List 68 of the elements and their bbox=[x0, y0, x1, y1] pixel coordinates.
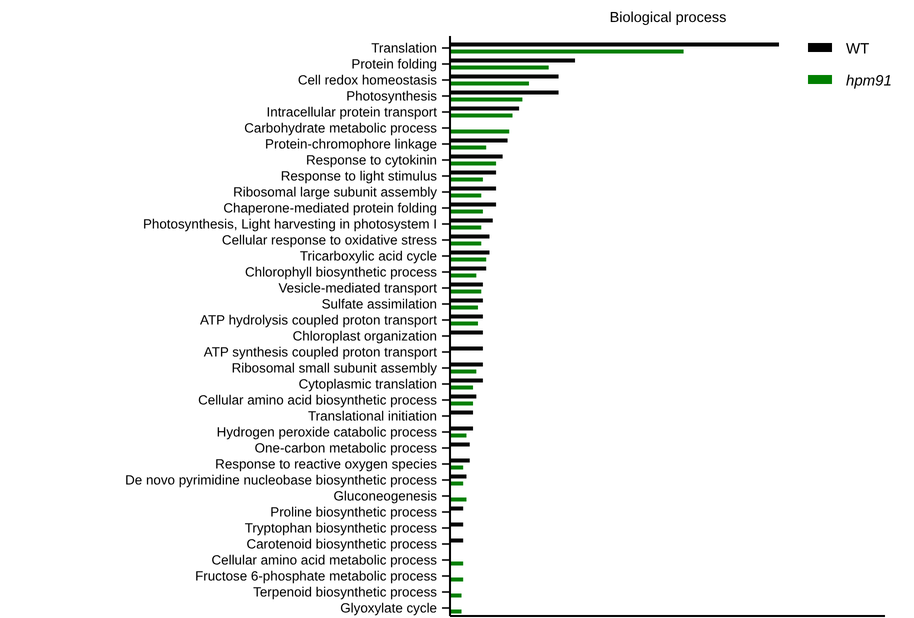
y-tick-label: Cellular amino acid metabolic process bbox=[211, 552, 438, 568]
bar bbox=[450, 274, 476, 278]
bar bbox=[450, 498, 466, 502]
y-tick-label: Carbohydrate metabolic process bbox=[244, 120, 438, 136]
bar bbox=[450, 322, 478, 326]
bar bbox=[450, 226, 482, 230]
y-tick-label: Cell redox homeostasis bbox=[298, 72, 438, 88]
y-tick-label: ATP hydrolysis coupled proton transport bbox=[200, 312, 438, 328]
legend-label: hpm91 bbox=[846, 72, 892, 90]
bar bbox=[450, 242, 482, 246]
chart-title: Biological process bbox=[610, 10, 726, 26]
bar bbox=[450, 114, 513, 118]
bar bbox=[450, 290, 482, 294]
y-tick-label: Chlorophyll biosynthetic process bbox=[244, 264, 438, 280]
y-tick-label: Ribosomal small subunit assembly bbox=[232, 360, 438, 376]
y-tick-label: Gluconeogenesis bbox=[334, 488, 438, 504]
y-tick-label: Chloroplast organization bbox=[292, 328, 437, 344]
y-tick-label: ATP synthesis coupled proton transport bbox=[204, 344, 438, 360]
y-tick-label: Protein folding bbox=[351, 56, 437, 72]
y-tick-label: Photosynthesis, Light harvesting in photosystem I bbox=[142, 216, 437, 232]
y-tick-label: Response to cytokinin bbox=[306, 152, 437, 168]
bar bbox=[450, 66, 549, 70]
bar bbox=[450, 594, 462, 598]
bar bbox=[450, 194, 482, 198]
bar bbox=[450, 178, 483, 182]
bar bbox=[450, 466, 464, 470]
y-tick-label: Ribosomal large subunit assembly bbox=[233, 184, 438, 200]
y-tick-label: Cellular response to oxidative stress bbox=[222, 232, 438, 248]
y-tick-label: Photosynthesis bbox=[346, 88, 438, 104]
bar bbox=[450, 402, 474, 406]
y-tick-label: Tryptophan biosynthetic process bbox=[244, 520, 438, 536]
y-tick-label: Response to reactive oxygen species bbox=[215, 456, 438, 472]
bar bbox=[450, 434, 466, 438]
bar bbox=[450, 130, 510, 134]
y-tick-label: Translational initiation bbox=[308, 408, 437, 424]
y-tick-label: Translation bbox=[371, 40, 437, 56]
bar bbox=[450, 162, 496, 166]
bar bbox=[450, 210, 483, 214]
y-tick-label: Proline biosynthetic process bbox=[270, 504, 438, 520]
bar bbox=[450, 370, 476, 374]
legend-label: WT bbox=[846, 40, 870, 58]
bar bbox=[450, 562, 464, 566]
y-tick-label: Response to light stimulus bbox=[280, 168, 438, 184]
bar bbox=[450, 50, 684, 54]
bar bbox=[450, 82, 529, 86]
bar bbox=[450, 258, 486, 262]
y-tick-label: Terpenoid biosynthetic process bbox=[253, 584, 438, 600]
bar bbox=[450, 386, 474, 390]
y-tick-label: Cytoplasmic translation bbox=[298, 376, 437, 392]
y-tick-label: Fructose 6-phosphate metabolic process bbox=[195, 568, 438, 584]
bar bbox=[450, 146, 486, 150]
y-tick-label: Protein-chromophore linkage bbox=[265, 136, 437, 152]
bar bbox=[450, 306, 478, 310]
y-tick-label: Glyoxylate cycle bbox=[340, 600, 437, 616]
y-tick-label: One-carbon metabolic process bbox=[254, 440, 438, 456]
y-tick-label: Chaperone-mediated protein folding bbox=[223, 200, 437, 216]
bar bbox=[450, 98, 522, 102]
bar bbox=[450, 482, 464, 486]
y-tick-label: Hydrogen peroxide catabolic process bbox=[216, 424, 438, 440]
y-tick-label: Vesicle-mediated transport bbox=[278, 280, 438, 296]
y-tick-label: Cellular amino acid biosynthetic process bbox=[198, 392, 438, 408]
y-tick-label: De novo pyrimidine nucleobase biosynthetic process bbox=[125, 472, 438, 488]
bar bbox=[450, 610, 462, 614]
y-tick-label: Intracellular protein transport bbox=[266, 104, 438, 120]
y-tick-label: Carotenoid biosynthetic process bbox=[246, 536, 438, 552]
bar bbox=[450, 578, 464, 582]
y-tick-label: Tricarboxylic acid cycle bbox=[300, 248, 437, 264]
y-tick-label: Sulfate assimilation bbox=[322, 296, 437, 312]
